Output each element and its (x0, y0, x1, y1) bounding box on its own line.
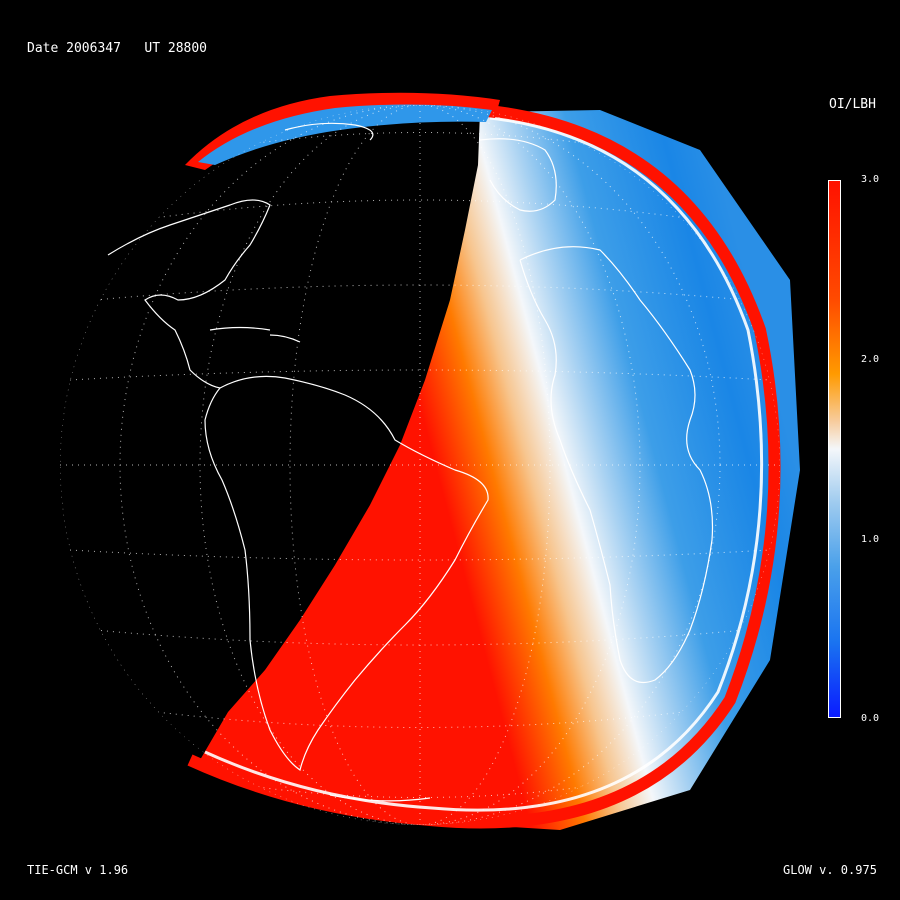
lat-lon-grid (60, 105, 780, 825)
colorbar-tick-2: 2.0 (861, 354, 880, 365)
colorbar-tick-1: 1.0 (861, 534, 880, 545)
model-version-right: GLOW v. 0.975 (783, 863, 877, 877)
coastlines (107, 122, 714, 802)
model-version-left: TIE-GCM v 1.96 (27, 863, 129, 877)
colorbar-frame (828, 180, 841, 718)
colorbar-title: OI/LBH (829, 97, 876, 112)
date-ut-label: Date 2006347 UT 28800 (27, 41, 208, 56)
northern-limb-arc (185, 92, 500, 170)
colorbar-tick-3: 3.0 (861, 174, 880, 185)
colorbar-tick-0: 0.0 (861, 713, 880, 724)
colorbar-gradient (829, 181, 840, 717)
